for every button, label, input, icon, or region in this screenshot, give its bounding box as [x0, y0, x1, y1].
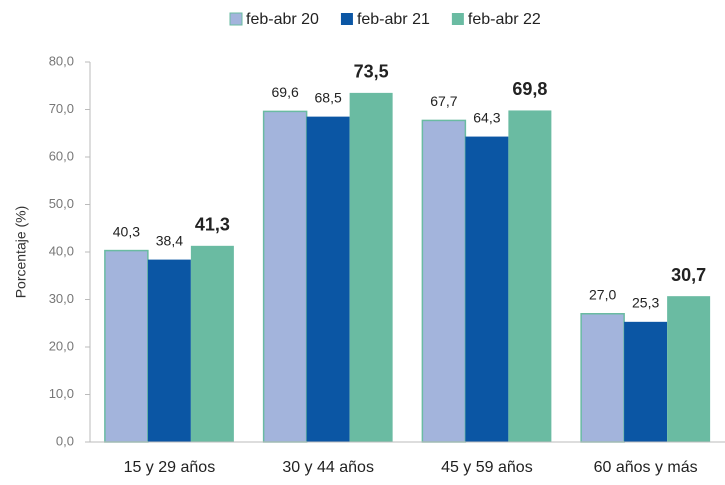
x-tick-label: 45 y 59 años: [441, 459, 533, 476]
x-tick-label: 60 años y más: [594, 459, 698, 476]
bar: [465, 136, 509, 442]
data-label: 38,4: [156, 232, 183, 248]
data-label: 69,6: [272, 84, 299, 100]
bar: [349, 92, 393, 442]
bar: [624, 321, 668, 442]
y-tick-label: 50,0: [49, 196, 74, 211]
data-label: 30,7: [671, 265, 706, 285]
data-label: 68,5: [315, 89, 342, 105]
legend-label: feb-abr 21: [357, 11, 430, 28]
data-label: 41,3: [195, 215, 230, 235]
bar: [104, 249, 149, 443]
y-tick-label: 70,0: [49, 101, 74, 116]
y-tick-label: 60,0: [49, 148, 74, 163]
data-label: 67,7: [430, 93, 457, 109]
bar: [262, 110, 308, 443]
bar: [421, 119, 467, 443]
bar: [508, 110, 552, 442]
data-label: 27,0: [589, 286, 616, 302]
legend-label: feb-abr 20: [246, 11, 319, 28]
y-tick-label: 0,0: [56, 433, 74, 448]
x-tick-label: 30 y 44 años: [282, 459, 374, 476]
y-tick-label: 40,0: [49, 243, 74, 258]
legend-swatch: [451, 13, 464, 25]
data-label: 73,5: [354, 62, 389, 82]
bar: [667, 296, 711, 442]
y-tick-label: 30,0: [49, 291, 74, 306]
bar: [190, 245, 234, 442]
bar: [580, 313, 625, 443]
data-label: 64,3: [473, 109, 500, 125]
bar: [306, 116, 350, 442]
y-tick-label: 80,0: [49, 53, 74, 68]
data-label: 25,3: [632, 295, 659, 311]
data-label: 40,3: [113, 223, 140, 239]
legend-swatch: [229, 12, 243, 26]
x-tick-label: 15 y 29 años: [124, 459, 216, 476]
bar: [147, 259, 191, 442]
legend-swatch: [340, 13, 353, 25]
data-label: 69,8: [512, 79, 547, 99]
legend-label: feb-abr 22: [468, 11, 541, 28]
y-tick-label: 20,0: [49, 338, 74, 353]
y-tick-label: 10,0: [49, 386, 74, 401]
y-axis-label: Porcentaje (%): [13, 206, 29, 299]
